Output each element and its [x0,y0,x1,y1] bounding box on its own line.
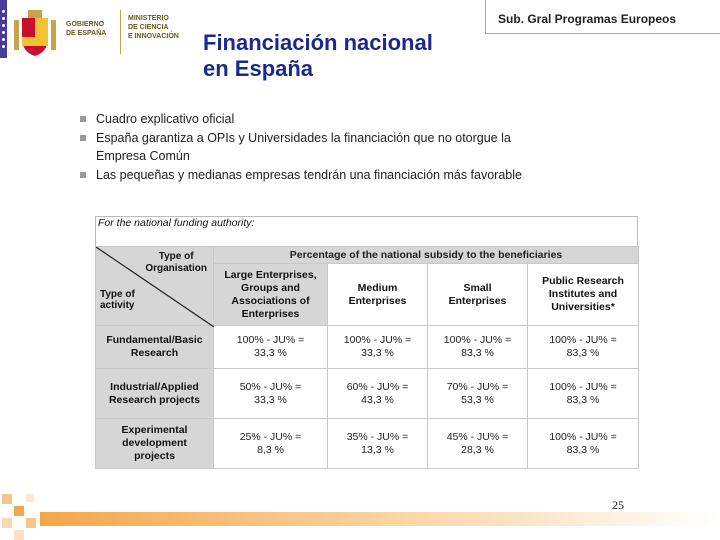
table-cell: 70% - JU% = 53,3 % [427,368,528,419]
government-label: GOBIERNO DE ESPAÑA [66,21,107,37]
logo-divider [120,10,121,54]
column-header: Small Enterprises [427,263,528,326]
footer-decoration [0,490,720,540]
bullet-square-icon [80,134,86,141]
table-corner-cell: Type of Organisation Type of activity [95,246,214,327]
ministry-logo: GOBIERNO DE ESPAÑA MINISTERIO DE CIENCIA… [0,0,190,62]
bullet-item: Cuadro explicativo oficial [80,110,640,129]
row-header: Industrial/Applied Research projects [95,368,214,419]
table-cell: 100% - JU% = 83,3 % [526,368,640,419]
table-cell: 100% - JU% = 33,3 % [213,325,328,369]
table-cell: 25% - JU% = 8,3 % [213,418,328,469]
table-row: Experimental development projects 25% - … [95,418,640,469]
section-label: Sub. Gral Programas Europeos [498,12,677,26]
bullet-list: Cuadro explicativo oficial España garant… [80,110,640,184]
eu-stars-strip [0,0,7,58]
column-header: Medium Enterprises [327,263,428,326]
table-cell: 50% - JU% = 33,3 % [213,368,328,419]
table-cell: 100% - JU% = 83,3 % [526,418,640,469]
page-title: Financiación nacional en España [203,30,433,81]
bullet-item: Las pequeñas y medianas empresas tendrán… [80,166,640,185]
bullet-square-icon [80,116,86,122]
corner-org-label: Type of Organisation [145,251,207,274]
footer-bar [40,512,720,526]
table-cell: 100% - JU% = 83,3 % [526,325,640,369]
ministry-label: MINISTERIO DE CIENCIA E INNOVACIÓN [128,15,179,40]
corner-diagonal [96,247,214,327]
bullet-square-icon [80,171,86,178]
column-header: Large Enterprises, Groups and Associatio… [213,263,328,326]
page-number: 25 [612,498,624,512]
table-cell: 100% - JU% = 33,3 % [327,325,428,369]
row-header: Experimental development projects [95,418,214,469]
table-row: Industrial/Applied Research projects 50%… [95,368,640,419]
row-header: Fundamental/Basic Research [95,325,214,369]
table-row: Fundamental/Basic Research 100% - JU% = … [95,325,640,369]
column-header: Public Research Institutes and Universit… [526,263,640,326]
table-caption: For the national funding authority: [98,217,255,229]
table-cell: 60% - JU% = 43,3 % [327,368,428,419]
corner-activity-label: Type of activity [100,289,135,311]
span-header: Percentage of the national subsidy to th… [212,246,640,264]
table-cell: 100% - JU% = 83,3 % [427,325,528,369]
table-cell: 45% - JU% = 28,3 % [427,418,528,469]
bullet-item: España garantiza a OPIs y Universidades … [80,129,516,166]
section-box: Sub. Gral Programas Europeos [485,0,720,34]
coat-of-arms-icon [14,10,56,56]
funding-table: Type of Organisation Type of activity Pe… [95,246,640,469]
table-cell: 35% - JU% = 13,3 % [327,418,428,469]
